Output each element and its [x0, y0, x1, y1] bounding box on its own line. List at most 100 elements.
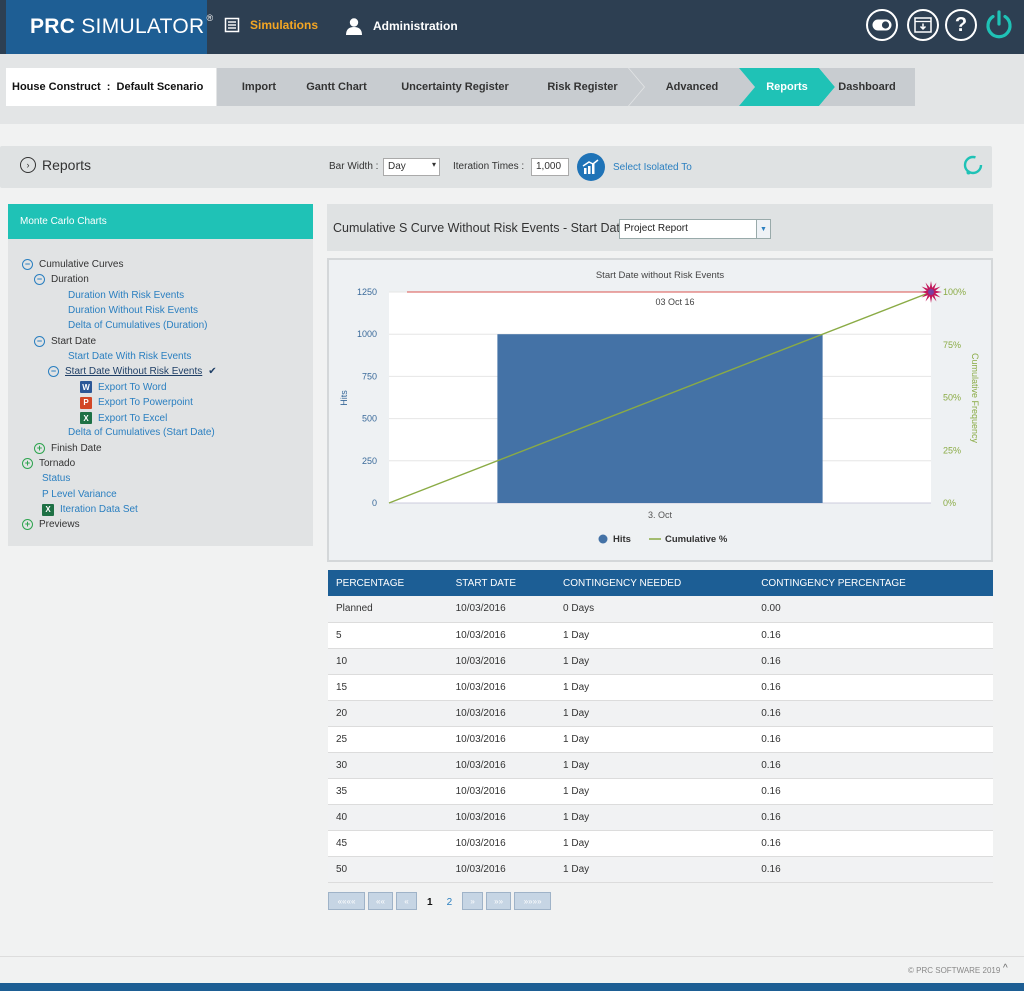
- excel-file-icon: X: [42, 503, 54, 516]
- tree-item-export-to-word[interactable]: W Export To Word: [80, 381, 167, 394]
- table-cell: 0.16: [753, 752, 993, 779]
- nav-simulations[interactable]: Simulations: [224, 17, 318, 33]
- collapse-icon[interactable]: −: [34, 274, 45, 286]
- table-cell: 25: [328, 726, 448, 753]
- step-reports[interactable]: Reports: [739, 68, 835, 106]
- y-tick-label: 750: [362, 371, 377, 381]
- table-cell: 10/03/2016: [447, 596, 556, 623]
- burst-marker-center: [928, 289, 934, 295]
- table-cell: 30: [328, 752, 448, 779]
- table-cell: 35: [328, 778, 448, 805]
- pager-prev-block-button[interactable]: ««: [368, 892, 393, 910]
- tree-item-duration[interactable]: − Duration: [34, 274, 89, 286]
- pager-page-2[interactable]: 2: [446, 897, 453, 908]
- expand-icon[interactable]: +: [22, 519, 33, 531]
- tree-item-label: Cumulative Curves: [39, 259, 124, 270]
- table-row: 45 10/03/2016 1 Day 0.16: [328, 830, 993, 857]
- app-logo[interactable]: PRC SIMULATOR ®: [6, 0, 213, 54]
- tree-item-duration-without-risk-events[interactable]: Duration Without Risk Events: [68, 305, 198, 316]
- tree-item-previews[interactable]: + Previews: [22, 519, 80, 531]
- collapse-icon[interactable]: −: [34, 335, 45, 347]
- table-cell: 0.16: [753, 726, 993, 753]
- table-cell: 40: [328, 804, 448, 831]
- step-import[interactable]: Import: [217, 68, 301, 106]
- tree-item-start-date[interactable]: − Start Date: [34, 335, 96, 347]
- download-icon[interactable]: [907, 9, 939, 41]
- word-file-icon: W: [80, 381, 92, 394]
- tree-item-label: Duration Without Risk Events: [68, 304, 199, 316]
- tree-item-export-to-powerpoint[interactable]: P Export To Powerpoint: [80, 396, 193, 409]
- tree-item-cumulative-curves[interactable]: − Cumulative Curves: [22, 259, 123, 270]
- step-uncertainty-register[interactable]: Uncertainty Register: [371, 68, 539, 106]
- collapse-icon[interactable]: −: [22, 259, 33, 270]
- table-cell: 10/03/2016: [447, 674, 556, 701]
- tree-item-duration-with-risk-events[interactable]: Duration With Risk Events: [68, 290, 184, 301]
- pager-next-button[interactable]: »: [462, 892, 484, 910]
- nav-administration[interactable]: Administration: [345, 17, 458, 35]
- chevron-down-icon: ▼: [756, 220, 770, 238]
- report-sidebar: Monte Carlo Charts − Cumulative Curves − Du…: [8, 204, 313, 546]
- toggle-icon[interactable]: [866, 9, 898, 41]
- logo-bold: PRC: [30, 15, 76, 38]
- step-dashboard[interactable]: Dashboard: [819, 68, 915, 106]
- legend-hits-label: Hits: [613, 534, 631, 545]
- y2-tick-label: 0%: [943, 498, 956, 508]
- pager-next-block-button[interactable]: »»: [486, 892, 512, 910]
- select-isolated-link[interactable]: Select Isolated To: [613, 162, 692, 173]
- tree-item-p-level-variance[interactable]: P Level Variance: [42, 489, 117, 500]
- y2-tick-label: 25%: [943, 445, 961, 455]
- y-tick-label: 1000: [357, 329, 377, 339]
- table-row: 50 10/03/2016 1 Day 0.16: [328, 856, 993, 883]
- iteration-times-input[interactable]: 1,000: [531, 158, 569, 176]
- y2-tick-label: 100%: [943, 287, 966, 297]
- scroll-top-icon[interactable]: ^: [1003, 963, 1008, 974]
- help-icon[interactable]: ?: [945, 9, 977, 41]
- table-cell: 10/03/2016: [447, 648, 556, 675]
- step-advanced[interactable]: Advanced: [629, 68, 755, 106]
- collapse-icon[interactable]: −: [48, 366, 59, 378]
- reports-title: Reports: [42, 157, 92, 173]
- table-body: Planned 10/03/2016 0 Days 0.00 5 10/03/2016 1 …: [328, 596, 993, 883]
- table-row: 20 10/03/2016 1 Day 0.16: [328, 700, 993, 727]
- tree-item-delta-of-cumulatives-duration[interactable]: Delta of Cumulatives (Duration): [68, 320, 208, 331]
- tree-item-start-date-with-risk-events[interactable]: Start Date With Risk Events: [68, 351, 191, 362]
- tree-item-export-to-excel[interactable]: X Export To Excel: [80, 412, 167, 424]
- table-row: 5 10/03/2016 1 Day 0.16: [328, 622, 993, 649]
- tree-item-tornado[interactable]: + Tornado: [22, 457, 75, 469]
- legend-hits-marker: [598, 534, 608, 544]
- pager-prev-button[interactable]: «: [396, 892, 417, 910]
- s-curve-chart: 0 250 500 750 1000 1250 0% 25% 50% 75% 100% 3. Oct 0…: [339, 270, 980, 545]
- refresh-icon[interactable]: [962, 155, 984, 177]
- tree-item-finish-date[interactable]: + Finish Date: [34, 442, 102, 454]
- y2-tick-label: 75%: [943, 340, 961, 350]
- bar-width-select[interactable]: Day ▾: [383, 158, 440, 176]
- expand-icon[interactable]: +: [34, 442, 45, 454]
- table-cell: 0.16: [753, 648, 993, 675]
- tree-item-status[interactable]: Status: [42, 473, 70, 484]
- legend-cumulative-label: Cumulative %: [665, 534, 728, 545]
- step-risk-register[interactable]: Risk Register: [521, 68, 644, 106]
- tree-item-iteration-data-set[interactable]: X Iteration Data Set: [42, 503, 138, 516]
- expand-icon[interactable]: +: [22, 457, 33, 469]
- report-type-select[interactable]: Project Report ▼: [619, 219, 771, 239]
- pager-page-1[interactable]: 1: [427, 897, 433, 908]
- chart-title: Start Date without Risk Events: [596, 270, 725, 281]
- chart-growth-icon[interactable]: [577, 153, 605, 181]
- pager-last-button[interactable]: »»»»: [514, 892, 552, 910]
- power-icon[interactable]: [983, 9, 1015, 41]
- table-cell: 10: [328, 648, 448, 675]
- y-tick-label: 0: [372, 498, 377, 508]
- table-row: 10 10/03/2016 1 Day 0.16: [328, 648, 993, 675]
- tree-item-label: Delta of Cumulatives (Duration): [68, 320, 208, 332]
- y-tick-label: 250: [362, 456, 377, 466]
- tree-item-delta-of-cumulatives-start-date[interactable]: Delta of Cumulatives (Start Date): [68, 427, 215, 438]
- pager-first-button[interactable]: ««««: [328, 892, 365, 910]
- tree-item-start-date-without-risk-events[interactable]: − Start Date Without Risk Events ✔: [48, 366, 217, 378]
- reports-heading[interactable]: › Reports: [20, 157, 91, 173]
- chevron-right-icon: ›: [20, 157, 36, 173]
- powerpoint-file-icon: P: [80, 396, 92, 409]
- excel-file-icon: X: [80, 412, 92, 424]
- step-gantt-chart[interactable]: Gantt Chart: [284, 68, 389, 106]
- bar-width-label: Bar Width :: [329, 161, 379, 172]
